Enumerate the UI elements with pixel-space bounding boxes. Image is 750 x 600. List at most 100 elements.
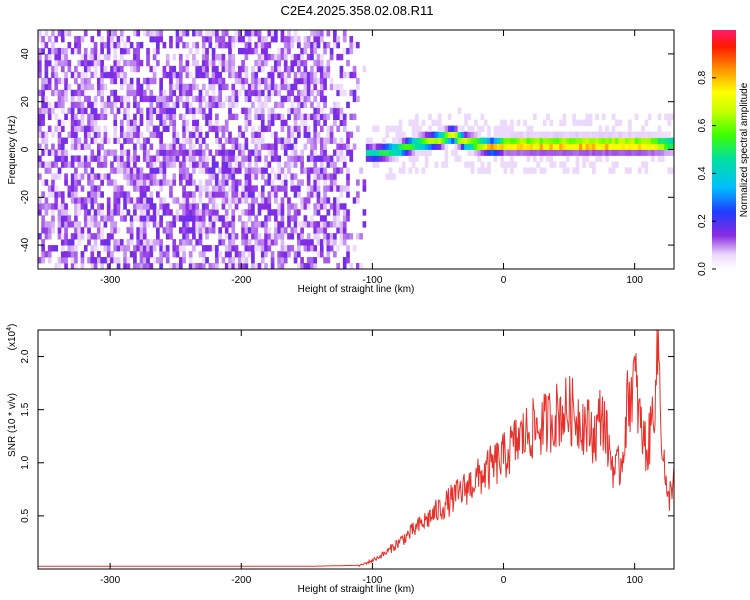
spectrogram-cell	[185, 149, 190, 156]
spectrogram-cell	[185, 41, 190, 49]
spectrogram-cell	[77, 83, 82, 91]
spectrogram-cell	[644, 131, 649, 138]
spectrogram-cell	[198, 143, 203, 150]
spectrogram-cell	[526, 125, 531, 132]
spectrogram-cell	[175, 263, 180, 270]
spectrogram-cell	[316, 179, 321, 186]
spectrogram-cell	[178, 215, 183, 222]
spectrogram-cell	[93, 173, 98, 180]
spectrogram-cell	[139, 239, 144, 246]
spectrogram-cell	[641, 125, 645, 132]
spectrogram-cell	[310, 71, 314, 79]
spectrogram-cell	[270, 113, 275, 121]
spectrogram-cell	[247, 245, 252, 252]
spectrogram-cell	[175, 137, 180, 144]
spectrogram-cell	[319, 161, 324, 168]
spectrogram-cell	[457, 107, 462, 115]
spectrogram-cell	[251, 101, 255, 109]
spectrogram-cell	[87, 161, 91, 168]
spectrogram-cell	[467, 113, 472, 121]
spectrogram-cell	[208, 263, 213, 270]
spectrogram-cell	[287, 125, 291, 132]
spectrogram-cell	[588, 137, 593, 144]
spectrogram-cell	[211, 53, 216, 61]
spectrogram-cell	[159, 239, 163, 246]
spectrogram-cell	[93, 155, 98, 162]
spectrogram-cell	[136, 215, 141, 222]
spectrogram-cell	[198, 107, 203, 115]
spectrogram-cell	[254, 149, 259, 156]
spectrogram-cell	[156, 107, 160, 115]
spectrogram-cell	[634, 149, 639, 156]
spectrogram-cell	[290, 173, 295, 180]
spectrogram-cell	[133, 65, 137, 73]
spectrogram-cell	[162, 179, 167, 186]
spectrogram-cell	[205, 185, 209, 192]
spectrogram-cell	[310, 239, 314, 246]
spectrogram-cell	[329, 179, 334, 186]
snr-x-tick-label: -200	[231, 575, 251, 586]
spectrogram-cell	[280, 30, 285, 37]
spectrogram-cell	[97, 185, 101, 192]
spectrogram-cell	[339, 227, 344, 234]
spectrogram-cell	[64, 251, 68, 258]
spectrogram-cell	[162, 71, 167, 79]
spectrogram-cell	[621, 131, 626, 138]
spectrogram-cell	[326, 185, 331, 192]
spectrogram-cell	[110, 233, 114, 240]
spectrogram-cell	[647, 143, 652, 150]
spectrogram-cell	[178, 77, 183, 85]
spectrogram-cell	[408, 149, 413, 156]
spectrogram-cell	[464, 143, 468, 150]
spectrogram-cell	[67, 161, 72, 168]
spectrogram-cell	[237, 179, 242, 186]
spectrogram-cell	[323, 203, 327, 210]
spectrogram-cell	[306, 179, 311, 186]
spectrogram-cell	[116, 71, 121, 79]
spectrogram-cell	[310, 185, 314, 192]
spectrogram-cell	[323, 143, 327, 150]
spectrogram-cell	[598, 125, 603, 132]
spectrogram-cell	[77, 197, 82, 204]
spectrogram-cell	[296, 125, 301, 132]
spectrogram-cell	[241, 59, 245, 67]
spectrogram-cell	[552, 137, 557, 144]
spectrogram-cell	[228, 59, 232, 67]
spectrogram-cell	[47, 203, 52, 210]
spectrogram-cell	[211, 83, 216, 91]
spectrogram-cell	[290, 185, 295, 192]
spectrogram-cell	[555, 137, 560, 144]
spectrogram-cell	[38, 125, 42, 132]
spectrogram-cell	[296, 239, 301, 246]
spectrogram-cell	[74, 113, 78, 121]
spectrogram-x-tick-label: 0	[501, 275, 507, 286]
spectrogram-cell	[228, 35, 232, 43]
spectrogram-cell	[215, 251, 219, 258]
spectrogram-cell	[129, 227, 134, 234]
spectrogram-cell	[133, 179, 137, 186]
spectrogram-cell	[244, 53, 249, 61]
spectrogram-cell	[175, 251, 180, 258]
spectrogram-cell	[221, 185, 226, 192]
spectrogram-cell	[74, 155, 78, 162]
spectrogram-cell	[231, 65, 236, 73]
spectrogram-cell	[267, 89, 272, 97]
spectrogram-cell	[192, 155, 196, 162]
spectrogram-cell	[97, 113, 101, 121]
spectrogram-cell	[136, 197, 141, 204]
spectrogram-cell	[428, 125, 432, 132]
spectrogram-cell	[303, 239, 308, 246]
spectrogram-cell	[44, 143, 49, 150]
spectrogram-cell	[54, 155, 59, 162]
spectrogram-cell	[444, 125, 449, 132]
spectrogram-cell	[64, 83, 68, 91]
spectrogram-cell	[251, 233, 255, 240]
spectrogram-cell	[592, 137, 596, 144]
spectrogram-cell	[316, 203, 321, 210]
spectrogram-cell	[162, 107, 167, 115]
spectrogram-cell	[119, 53, 124, 61]
spectrogram-cell	[201, 59, 206, 67]
spectrogram-cell	[244, 221, 249, 228]
spectrogram-cell	[116, 245, 121, 252]
